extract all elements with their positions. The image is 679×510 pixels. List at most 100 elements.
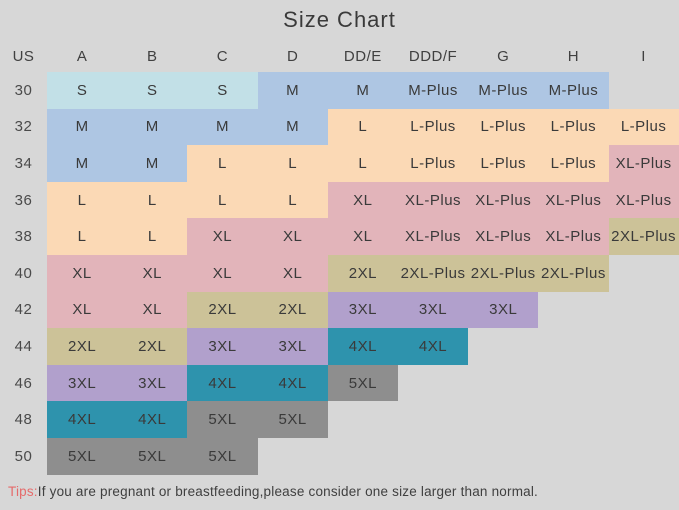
size-cell: 2XL-Plus — [538, 254, 609, 292]
size-cell: 5XL — [47, 437, 118, 475]
size-cell: L — [47, 218, 118, 255]
size-cell: 4XL — [397, 328, 469, 365]
size-cell: S — [187, 72, 258, 109]
size-cell-empty — [398, 365, 468, 402]
size-cell: M — [257, 108, 328, 146]
size-cell: 3XL — [187, 328, 258, 365]
column-header: DDD/F — [408, 48, 458, 65]
size-cell: 4XL — [47, 401, 118, 438]
size-cell: XL-Plus — [468, 181, 539, 219]
column-header: H — [567, 48, 580, 65]
size-cell: L-Plus — [468, 145, 539, 182]
size-cell-empty — [609, 401, 679, 438]
size-cell-empty — [398, 401, 468, 438]
size-cell: XL — [47, 254, 118, 292]
column-header-us: US — [12, 48, 35, 65]
size-cell: XL-Plus — [397, 181, 469, 219]
size-cell: XL — [187, 218, 258, 255]
size-cell: M — [117, 108, 188, 146]
row-label: 50 — [14, 447, 33, 465]
size-cell: XL — [257, 218, 328, 255]
size-cell: XL — [187, 254, 258, 292]
row-label: 46 — [14, 374, 33, 392]
size-cell: L-Plus — [608, 108, 679, 146]
size-cell: M — [187, 108, 258, 146]
size-cell: L — [47, 181, 118, 219]
size-cell: XL-Plus — [468, 218, 539, 255]
size-cell: 2XL — [327, 254, 398, 292]
size-cell-empty — [609, 292, 679, 329]
size-cell: L — [327, 145, 398, 182]
size-cell: 3XL — [47, 364, 118, 402]
size-cell: XL — [117, 291, 188, 329]
size-cell: M-Plus — [397, 72, 469, 109]
size-cell: L-Plus — [538, 108, 609, 146]
size-cell: XL-Plus — [608, 181, 679, 219]
size-cell: M — [47, 145, 118, 182]
column-header: G — [497, 48, 510, 65]
size-cell: XL — [117, 254, 188, 292]
column-header: I — [641, 48, 646, 65]
size-cell: L — [187, 181, 258, 219]
size-cell: L — [257, 145, 328, 182]
row-label: 48 — [14, 411, 33, 429]
size-cell: M — [327, 72, 398, 109]
tips-text: If you are pregnant or breastfeeding,ple… — [37, 484, 539, 499]
size-cell: XL — [327, 218, 398, 255]
size-cell: 2XL — [187, 291, 258, 329]
size-cell-empty — [609, 438, 679, 475]
size-cell: 4XL — [117, 401, 188, 438]
size-cell-empty — [398, 438, 468, 475]
size-cell: 2XL-Plus — [608, 218, 679, 255]
size-cell: 3XL — [257, 328, 328, 365]
size-cell-empty — [609, 328, 679, 365]
row-label: 40 — [14, 264, 33, 282]
row-label: 30 — [14, 81, 33, 99]
size-cell-empty — [328, 401, 398, 438]
size-cell: M — [257, 72, 328, 109]
size-cell: 5XL — [327, 364, 398, 402]
size-cell: 2XL — [117, 328, 188, 365]
size-cell: 5XL — [257, 401, 328, 438]
size-cell-empty — [538, 438, 608, 475]
row-label: 42 — [14, 301, 33, 319]
page-title: Size Chart — [283, 7, 396, 32]
size-cell: S — [117, 72, 188, 109]
size-cell: L-Plus — [397, 145, 469, 182]
size-cell: 2XL-Plus — [468, 254, 539, 292]
size-cell: XL-Plus — [538, 181, 609, 219]
size-cell: 2XL-Plus — [397, 254, 469, 292]
size-cell-empty — [468, 401, 538, 438]
size-cell: M-Plus — [468, 72, 539, 109]
column-header: DD/E — [343, 48, 382, 65]
size-cell: XL-Plus — [608, 145, 679, 182]
size-cell: L — [117, 181, 188, 219]
size-cell: 3XL — [468, 291, 539, 329]
size-cell: XL — [47, 291, 118, 329]
size-cell-empty — [258, 438, 328, 475]
size-cell: XL — [327, 181, 398, 219]
size-cell-empty — [609, 365, 679, 402]
size-cell-empty — [538, 328, 608, 365]
size-cell: 5XL — [187, 401, 258, 438]
row-label: 34 — [14, 154, 33, 172]
tips-label: Tips: — [8, 484, 38, 499]
size-cell-empty — [468, 365, 538, 402]
tips-note: Tips:If you are pregnant or breastfeedin… — [8, 484, 673, 499]
size-cell: XL — [257, 254, 328, 292]
size-cell: M — [117, 145, 188, 182]
size-cell: 5XL — [187, 437, 258, 475]
size-cell: L — [257, 181, 328, 219]
size-cell: 3XL — [117, 364, 188, 402]
row-label: 38 — [14, 228, 33, 246]
size-cell: S — [47, 72, 118, 109]
size-cell: 4XL — [187, 364, 258, 402]
size-grid: US A B C D DD/E DDD/F G H I 30 S S S M M M-Plus M-Plus M-P… — [0, 41, 679, 475]
size-cell: 3XL — [327, 291, 398, 329]
size-cell: 4XL — [257, 364, 328, 402]
row-label: 36 — [14, 191, 33, 209]
size-cell: L-Plus — [538, 145, 609, 182]
size-cell: L-Plus — [397, 108, 469, 146]
size-cell: 5XL — [117, 437, 188, 475]
